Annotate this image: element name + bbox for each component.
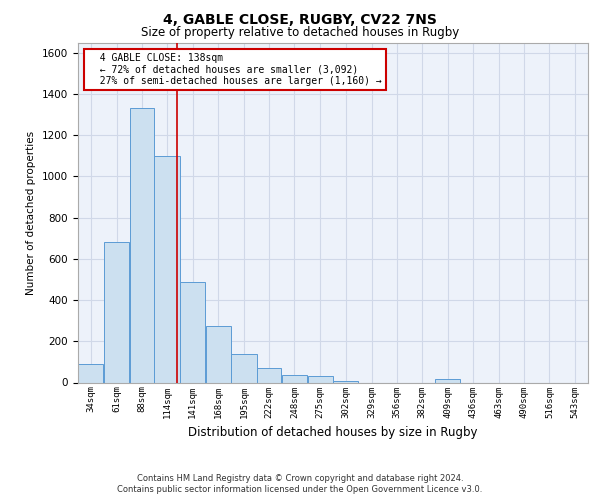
- Text: Contains HM Land Registry data © Crown copyright and database right 2024.
Contai: Contains HM Land Registry data © Crown c…: [118, 474, 482, 494]
- Text: 4 GABLE CLOSE: 138sqm
  ← 72% of detached houses are smaller (3,092)
  27% of se: 4 GABLE CLOSE: 138sqm ← 72% of detached …: [88, 52, 382, 86]
- X-axis label: Distribution of detached houses by size in Rugby: Distribution of detached houses by size …: [188, 426, 478, 439]
- Bar: [206, 326, 231, 382]
- Bar: [130, 108, 154, 382]
- Bar: [308, 376, 333, 382]
- Bar: [78, 364, 103, 382]
- Text: 4, GABLE CLOSE, RUGBY, CV22 7NS: 4, GABLE CLOSE, RUGBY, CV22 7NS: [163, 12, 437, 26]
- Bar: [104, 242, 129, 382]
- Bar: [232, 354, 257, 382]
- Bar: [180, 282, 205, 382]
- Bar: [282, 376, 307, 382]
- Y-axis label: Number of detached properties: Number of detached properties: [26, 130, 37, 294]
- Bar: [257, 368, 281, 382]
- Bar: [154, 156, 179, 382]
- Bar: [435, 380, 460, 382]
- Text: Size of property relative to detached houses in Rugby: Size of property relative to detached ho…: [141, 26, 459, 39]
